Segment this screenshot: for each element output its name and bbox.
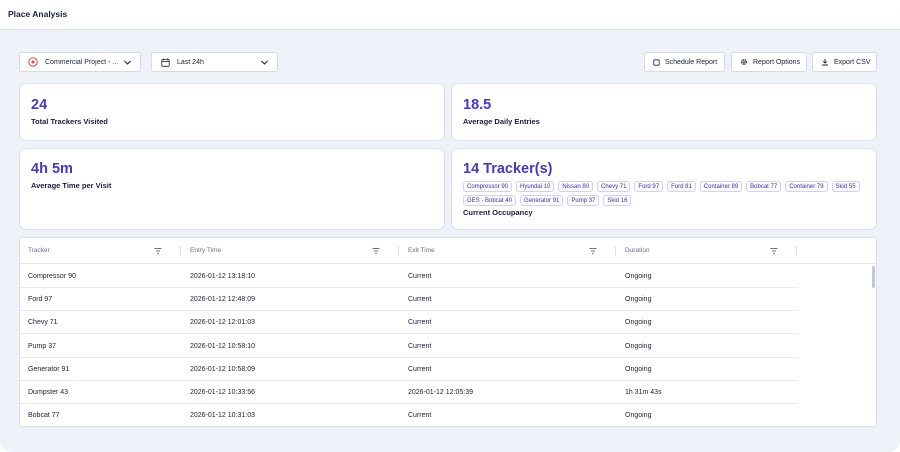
tracker-chip[interactable]: GES - Bobcat 40 [463,195,517,206]
cell-tracker: Pump 37 [28,342,57,350]
cell-exit-time: Current [408,319,432,327]
filter-icon[interactable] [372,247,380,255]
report-options-label: Report Options [753,58,801,66]
filter-icon[interactable] [154,247,162,255]
current-occupancy-card: 14 Tracker(s) Compressor 90 Hyundai 10 Nis… [451,148,877,230]
column-header-duration: Duration [625,247,650,254]
tracker-chip[interactable]: Compressor 90 [463,181,513,192]
occupancy-chip-list: Compressor 90 Hyundai 10 Nissan 80 Chevy 71… [463,181,873,206]
avg-time-label: Average Time per Visit [31,181,112,190]
cell-exit-time: Current [408,296,432,304]
tracker-chip[interactable]: Nissan 80 [558,181,594,192]
cell-tracker: Generator 91 [28,365,70,373]
column-divider[interactable] [796,246,797,256]
cell-exit-time: Current [408,412,432,420]
cell-entry-time: 2026-01-12 10:33:56 [190,389,255,396]
table-row[interactable]: Compressor 90 2026-01-12 13:18:10 Current O… [20,265,798,288]
tracker-chip[interactable]: Container 79 [785,181,828,192]
schedule-report-button[interactable]: Schedule Report [644,52,725,72]
report-options-button[interactable]: Report Options [731,52,807,72]
cell-duration: Ongoing [625,342,652,350]
column-divider[interactable] [180,246,181,256]
cell-tracker: Dumpster 43 [28,389,69,396]
cell-entry-time: 2026-01-12 10:58:10 [190,342,255,350]
tracker-chip[interactable]: Hyundai 10 [516,181,555,192]
tracker-chip[interactable]: Bobcat 77 [746,181,782,192]
project-select-label: Commercial Project - ... [45,58,119,66]
target-circle-icon [28,57,38,67]
column-header-entry-time: Entry Time [190,247,222,254]
cell-entry-time: 2026-01-12 10:58:09 [190,365,255,373]
daily-entries-label: Average Daily Entries [463,117,540,126]
square-icon [653,58,660,66]
daily-entries-value: 18.5 [463,97,492,113]
filter-icon[interactable] [770,247,778,255]
calendar-icon [160,57,170,67]
cell-exit-time: Current [408,365,432,373]
time-range-label: Last 24h [177,58,204,66]
table-row[interactable]: Ford 97 2026-01-12 12:48:09 Current Ongoing [20,288,798,312]
cell-exit-time: 2026-01-12 12:05:39 [408,389,473,396]
time-range-select[interactable]: Last 24h [151,52,278,72]
table-row[interactable]: Generator 91 2026-01-12 10:58:09 Current On… [20,358,798,381]
tracker-chip[interactable]: Pump 37 [567,195,600,206]
cell-tracker: Chevy 71 [28,319,58,327]
avg-time-card: 4h 5m Average Time per Visit [19,148,445,230]
download-icon [821,58,829,66]
tracker-chip[interactable]: Ford 97 [634,181,664,192]
gear-icon [740,58,748,66]
total-trackers-value: 24 [31,97,48,113]
cell-duration: Ongoing [625,273,652,280]
cell-tracker: Compressor 90 [28,273,76,280]
scrollbar-thumb[interactable] [872,266,875,288]
cell-duration: Ongoing [625,296,652,304]
total-trackers-label: Total Trackers Visited [31,117,108,126]
cell-entry-time: 2026-01-12 12:01:03 [190,319,255,327]
filter-icon[interactable] [589,247,597,255]
table-row[interactable]: Dumpster 43 2026-01-12 10:33:56 2026-01-12… [20,381,798,404]
table-row[interactable]: Pump 37 2026-01-12 10:58:10 Current Ongoing [20,335,798,358]
tracker-chip[interactable]: Container 89 [699,181,743,192]
table-scrollbar[interactable] [870,264,876,426]
tracker-chip[interactable]: Generator 91 [520,195,564,206]
chevron-down-icon [261,60,268,65]
tracker-chip[interactable]: Skid 16 [603,195,632,206]
chevron-down-icon [124,60,131,65]
cell-duration: 1h 31m 43s [625,389,662,396]
cell-duration: Ongoing [625,412,652,420]
cell-exit-time: Current [408,273,432,280]
column-header-exit-time: Exit Time [408,247,435,254]
page-title: Place Analysis [8,9,68,19]
total-trackers-card: 24 Total Trackers Visited [19,83,445,141]
cell-tracker: Ford 97 [28,296,53,304]
column-divider[interactable] [615,246,616,256]
table-header: Tracker Entry Time Exit Time Duration [20,238,876,264]
tracker-chip[interactable]: Chevy 71 [597,181,631,192]
column-divider[interactable] [398,246,399,256]
occupancy-value: 14 Tracker(s) [463,161,553,177]
table-row[interactable]: Chevy 71 2026-01-12 12:01:03 Current Ongoin… [20,311,798,335]
occupancy-label: Current Occupancy [463,208,533,217]
cell-entry-time: 2026-01-12 13:18:10 [190,273,255,280]
table-row[interactable]: Bobcat 77 2026-01-12 10:31:03 Current Ongoi… [20,404,798,426]
cell-duration: Ongoing [625,319,652,327]
schedule-report-label: Schedule Report [665,58,718,66]
project-select[interactable]: Commercial Project - ... [19,52,141,72]
export-csv-label: Export CSV [834,58,871,66]
cell-tracker: Bobcat 77 [28,412,60,420]
cell-exit-time: Current [408,342,432,350]
tracker-chip[interactable]: Skid 55 [831,181,860,192]
visits-table: Tracker Entry Time Exit Time Duration Co… [19,237,877,427]
top-bar: Place Analysis [0,0,900,30]
cell-entry-time: 2026-01-12 12:48:09 [190,296,255,304]
export-csv-button[interactable]: Export CSV [812,52,877,72]
avg-time-value: 4h 5m [31,161,73,177]
daily-entries-card: 18.5 Average Daily Entries [451,83,877,141]
cell-entry-time: 2026-01-12 10:31:03 [190,412,255,420]
tracker-chip[interactable]: Ford 81 [667,181,696,192]
column-header-tracker: Tracker [28,247,50,254]
cell-duration: Ongoing [625,365,652,373]
